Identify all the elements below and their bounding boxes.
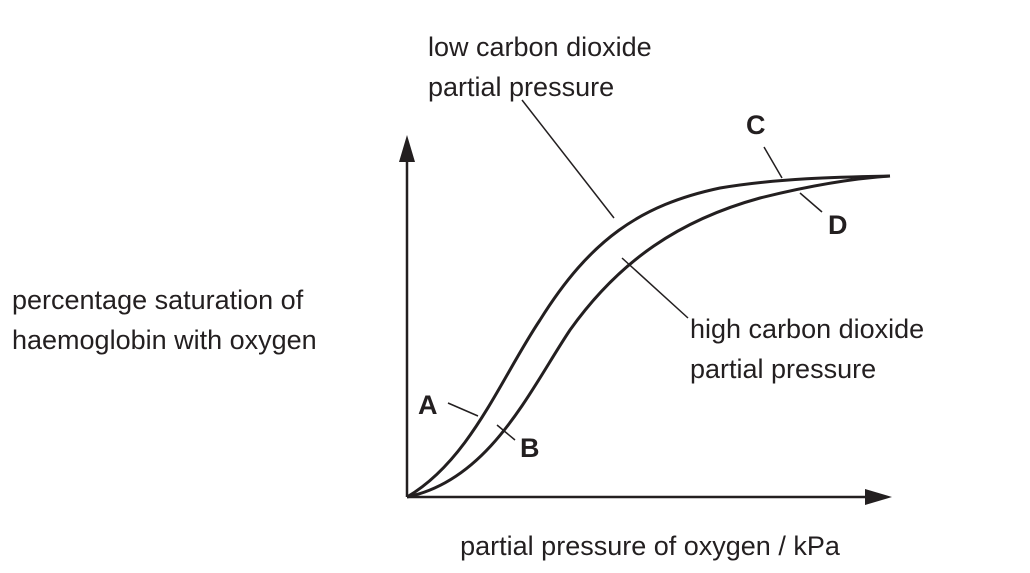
leader-line	[763, 146, 783, 179]
x-axis-label: partial pressure of oxygen / kPa	[460, 531, 841, 561]
leader-line	[521, 99, 615, 219]
point-label: C	[746, 110, 766, 140]
x-arrow	[865, 489, 892, 505]
point-label: B	[520, 433, 540, 463]
leader-line	[621, 257, 689, 319]
y-axis-label: haemoglobin with oxygen	[12, 325, 317, 355]
low-co2-curve	[406, 174, 891, 499]
curve-label: partial pressure	[428, 72, 614, 102]
y-axis-label: percentage saturation of	[12, 285, 304, 315]
high-co2-curve	[406, 174, 891, 499]
curve-label: partial pressure	[690, 354, 876, 384]
curve-label: high carbon dioxide	[690, 314, 924, 344]
y-arrow	[399, 135, 415, 162]
leader-line	[799, 192, 823, 213]
point-label: A	[418, 390, 438, 420]
leader-line	[496, 424, 516, 441]
leader-line	[447, 402, 479, 417]
point-label: D	[828, 210, 848, 240]
curve-label: low carbon dioxide	[428, 32, 652, 62]
